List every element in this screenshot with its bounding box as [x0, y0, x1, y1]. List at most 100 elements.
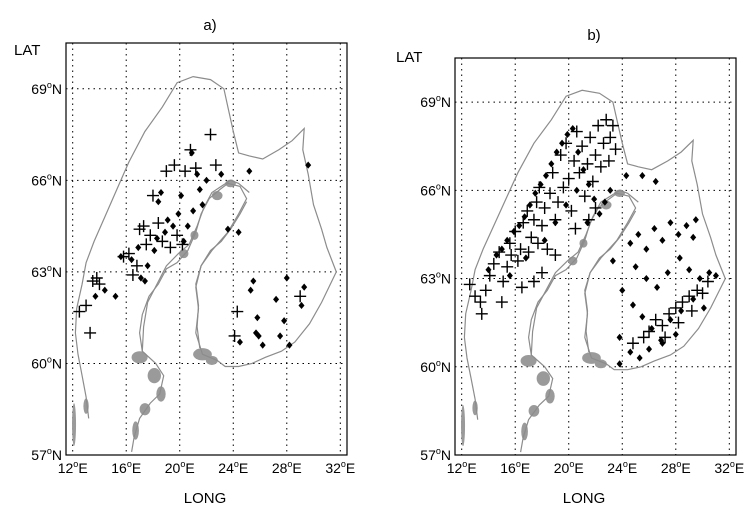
- diamond-marker: [627, 348, 634, 356]
- plus-marker: [685, 304, 698, 317]
- diamond-marker: [194, 170, 201, 178]
- plus-marker: [604, 131, 617, 144]
- coastline-map: [461, 89, 726, 453]
- diamond-marker: [526, 201, 533, 209]
- diamond-marker: [690, 233, 697, 241]
- plus-marker: [676, 296, 689, 309]
- plus-marker: [122, 247, 135, 260]
- diamond-marker: [548, 160, 555, 168]
- plus-marker: [497, 275, 510, 288]
- diamond-marker: [692, 216, 699, 224]
- diamond-marker: [552, 219, 559, 227]
- plus-marker: [541, 243, 554, 256]
- plus-marker: [538, 201, 551, 214]
- diamond-marker: [203, 176, 210, 184]
- diamond-marker: [532, 189, 539, 197]
- x-tick-label: 16oE: [500, 459, 530, 476]
- plus-marker: [130, 259, 143, 272]
- plus-marker: [152, 217, 165, 230]
- diamond-marker: [623, 172, 630, 180]
- coastline: [463, 89, 726, 453]
- archipelago-shape: [545, 388, 555, 404]
- plus-marker: [552, 196, 565, 209]
- plus-marker: [475, 307, 488, 320]
- coastline-map: [72, 75, 337, 453]
- plus-marker: [505, 249, 518, 262]
- plus-marker: [609, 143, 622, 156]
- diamond-marker: [254, 314, 261, 322]
- y-tick-label: 66oN: [420, 181, 451, 198]
- diamond-marker: [619, 286, 626, 294]
- diamond-marker: [573, 186, 580, 194]
- diamond-marker: [190, 207, 197, 215]
- diamond-marker: [137, 274, 144, 282]
- diamond-marker: [607, 186, 614, 194]
- diamond-marker: [601, 198, 608, 206]
- diamond-marker: [151, 246, 158, 255]
- plus-marker: [691, 284, 704, 297]
- x-tick-label: 16oE: [111, 459, 141, 476]
- diamond-marker: [178, 191, 185, 200]
- plus-marker: [90, 271, 103, 284]
- diamond-marker: [92, 292, 99, 300]
- diamond-marker: [180, 237, 187, 245]
- markers: [463, 113, 719, 368]
- diamond-marker: [675, 230, 682, 239]
- diamond-marker: [648, 324, 655, 333]
- diamond-marker: [485, 266, 492, 274]
- diamond-marker: [658, 336, 665, 344]
- diamond-marker: [246, 167, 253, 175]
- coastline: [141, 179, 250, 352]
- plus-marker: [669, 301, 682, 314]
- plus-marker: [204, 128, 217, 141]
- plus-marker: [549, 249, 562, 262]
- diamond-marker: [686, 266, 693, 274]
- plus-marker: [164, 241, 177, 254]
- plus-marker: [535, 219, 548, 232]
- diamond-marker: [277, 332, 284, 340]
- plus-marker: [189, 162, 202, 175]
- plus-marker: [463, 278, 476, 291]
- markers: [73, 128, 312, 349]
- plus-marker: [531, 237, 544, 250]
- diamond-marker: [580, 166, 587, 174]
- plus-marker: [522, 246, 535, 259]
- plus-marker: [228, 329, 241, 342]
- plus-marker: [73, 305, 86, 318]
- plus-marker: [592, 119, 605, 132]
- plus-marker: [515, 281, 528, 294]
- diamond-marker: [493, 251, 500, 259]
- y-axis-label: LAT: [396, 49, 422, 66]
- diamond-marker: [516, 222, 523, 230]
- plus-marker: [501, 260, 514, 273]
- diamond-marker: [175, 210, 182, 218]
- diamond-marker: [636, 354, 643, 362]
- diamond-marker: [541, 236, 548, 244]
- diamond-marker: [153, 234, 160, 242]
- panel-b: 12oE 16oE 20oE 24oE 28oE 32oE 57oN 60oN 63oN 66oN…: [396, 27, 744, 507]
- diamond-marker: [273, 295, 280, 303]
- plus-marker: [696, 287, 709, 300]
- diamond-marker: [506, 272, 513, 280]
- diamond-marker: [504, 236, 511, 244]
- diamond-marker: [564, 130, 571, 139]
- plus-marker: [469, 290, 482, 303]
- plus-marker: [576, 140, 589, 153]
- diamond-marker: [196, 185, 203, 194]
- diamond-marker: [639, 172, 646, 180]
- panel-a: 12oE 16oE 20oE 24oE 28oE 32oE 57oN 60oN 63oN 66oN…: [14, 17, 355, 507]
- diamond-marker: [646, 345, 653, 353]
- diamond-marker: [706, 269, 713, 277]
- plus-marker: [474, 296, 487, 309]
- panel-title: b): [587, 27, 600, 44]
- plot-area: [65, 42, 348, 456]
- diamond-marker: [250, 277, 257, 285]
- panel-title: a): [203, 17, 216, 34]
- diamond-marker: [591, 195, 598, 203]
- x-tick-label: 28oE: [661, 459, 691, 476]
- diamond-marker: [155, 198, 162, 206]
- diamond-marker: [672, 330, 679, 339]
- plus-marker: [597, 137, 610, 150]
- plus-marker: [637, 331, 650, 344]
